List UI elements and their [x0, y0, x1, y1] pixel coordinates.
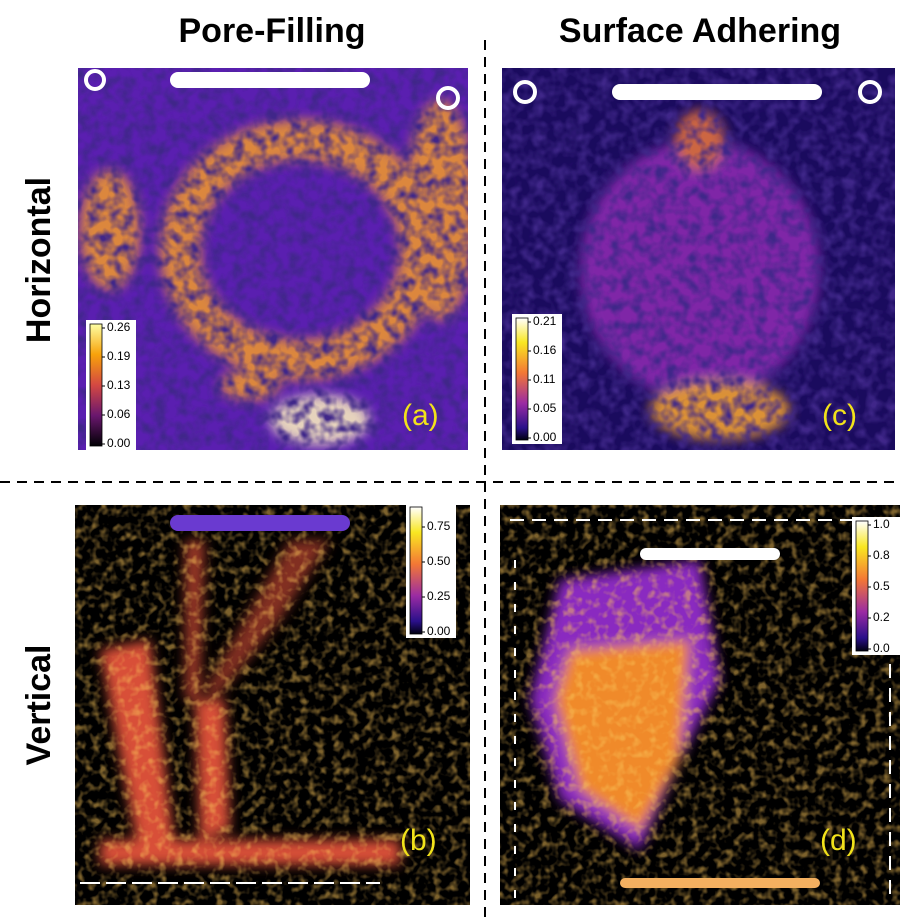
colorbar-label: 0.00: [427, 624, 451, 638]
colorbar-label: 0.06: [107, 407, 131, 421]
colorbar-label: 0.5: [873, 579, 890, 593]
panel-label: (c): [822, 399, 857, 432]
colorbar-label: 0.2: [873, 610, 890, 624]
colorbar: [89, 323, 103, 447]
colorbar-label: 0.00: [533, 430, 557, 444]
colorbar-label: 0.11: [533, 372, 556, 386]
colorbar-label: 0.8: [873, 548, 890, 562]
panel-label: (a): [402, 399, 439, 432]
colorbar-label: 0.16: [533, 343, 557, 357]
colorbar-label: 0.26: [107, 320, 131, 334]
colorbar-label: 0.75: [427, 519, 451, 533]
heatmap: [500, 505, 900, 905]
colorbar-label: 1.0: [873, 517, 890, 531]
column-title: Surface Adhering: [559, 12, 841, 50]
colorbar-label: 0.13: [107, 378, 131, 392]
colorbar: [409, 506, 423, 635]
colorbar: [515, 317, 529, 441]
heatmap: [502, 68, 895, 450]
colorbar-label: 0.0: [873, 641, 890, 655]
colorbar-label: 0.25: [427, 589, 451, 603]
colorbar-label: 0.05: [533, 401, 557, 415]
colorbar-label: 0.00: [107, 436, 131, 450]
row-title: Horizontal: [20, 177, 58, 343]
row-title: Vertical: [20, 645, 58, 766]
colorbar-label: 0.21: [533, 314, 557, 328]
colorbar: [855, 520, 869, 652]
column-title: Pore-Filling: [179, 12, 366, 50]
heatmap: [75, 505, 470, 905]
panel-label: (d): [820, 824, 857, 857]
colorbar-label: 0.50: [427, 554, 451, 568]
heatmap: [78, 68, 468, 450]
colorbar-label: 0.19: [107, 349, 131, 363]
panel-label: (b): [400, 824, 437, 857]
